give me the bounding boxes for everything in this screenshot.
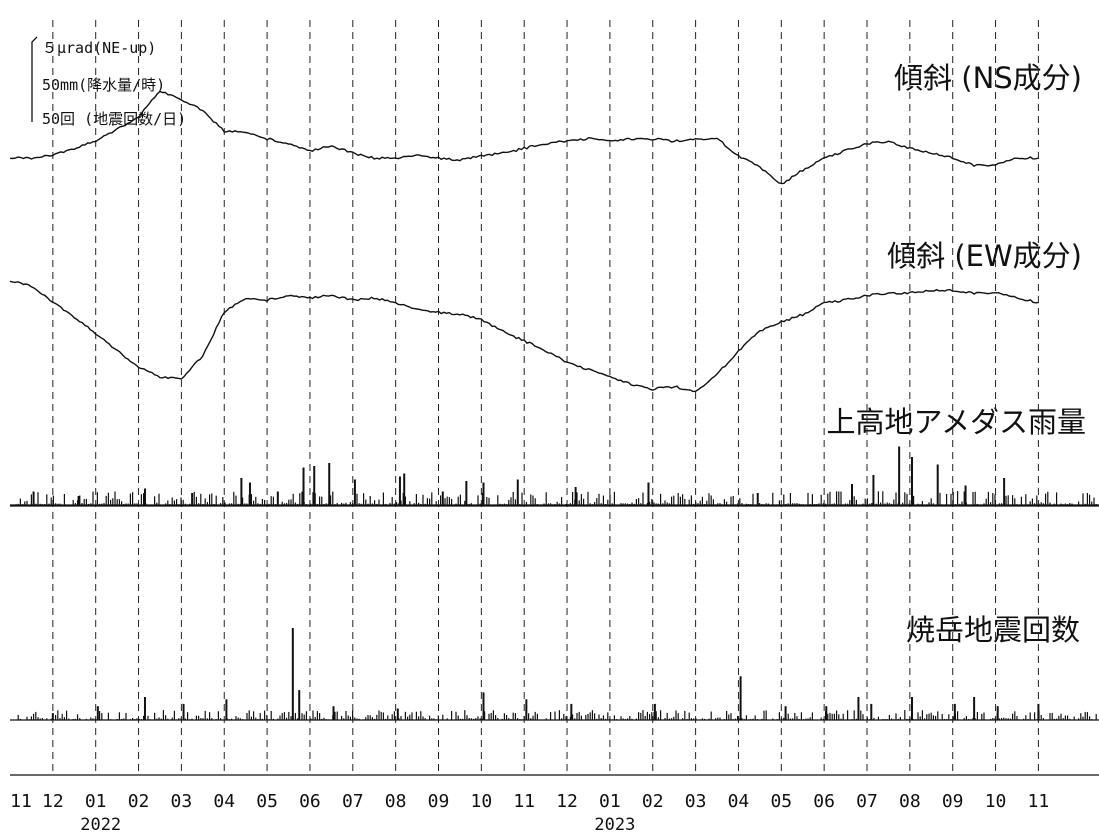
scale-tilt: ５μrad(NE-up) [42, 39, 156, 57]
year-label-2022: 2022 [80, 815, 121, 835]
panel-title-rain: 上高地アメダス雨量 [826, 405, 1086, 439]
x-tick-label: 08 [385, 791, 407, 812]
x-tick-label: 05 [256, 791, 278, 812]
x-tick-label: 04 [213, 791, 235, 812]
year-label-2023: 2023 [594, 815, 635, 835]
x-tick-label: 04 [728, 791, 750, 812]
x-tick-label: 01 [599, 791, 621, 812]
ns-tilt-line [9, 90, 1039, 185]
scale-bar-icon [31, 36, 38, 122]
x-tick-label: 11 [1028, 791, 1050, 812]
x-tick-label: 09 [428, 791, 450, 812]
x-tick-label: 03 [171, 791, 193, 812]
ew-tilt-line [9, 280, 1039, 393]
panel-title-quakes: 焼岳地震回数 [906, 613, 1080, 647]
x-tick-label: 03 [685, 791, 707, 812]
x-tick-label: 01 [85, 791, 107, 812]
x-tick-label: 12 [42, 791, 64, 812]
scale-legend: ５μrad(NE-up) 50mm(降水量/時) 50回 (地震回数/日) [31, 36, 186, 128]
x-tick-label: 05 [770, 791, 792, 812]
x-tick-label: 09 [942, 791, 964, 812]
x-tick-label: 11 [10, 791, 32, 812]
panel-title-ns: 傾斜 (NS成分) [894, 61, 1082, 95]
x-tick-label: 07 [856, 791, 878, 812]
x-tick-labels: 11 12 01 02 03 04 05 06 07 08 09 10 11 12 01 02 03 04 05 06… [10, 791, 1049, 812]
x-tick-label: 06 [299, 791, 321, 812]
quakes-background-bars [17, 710, 1097, 720]
panel-title-ew: 傾斜 (EW成分) [887, 239, 1082, 273]
month-gridlines [52, 20, 1039, 775]
rain-background-bars [15, 491, 1097, 505]
series-layer [9, 90, 1099, 721]
x-tick-label: 06 [813, 791, 835, 812]
scale-rain: 50mm(降水量/時) [42, 76, 165, 94]
x-tick-label: 02 [642, 791, 664, 812]
x-tick-label: 08 [899, 791, 921, 812]
x-tick-label: 02 [128, 791, 150, 812]
scale-quakes: 50回 (地震回数/日) [42, 110, 186, 128]
x-tick-label: 10 [985, 791, 1007, 812]
x-tick-label: 12 [556, 791, 578, 812]
x-tick-label: 07 [342, 791, 364, 812]
x-tick-label: 11 [513, 791, 535, 812]
x-tick-label: 10 [471, 791, 493, 812]
